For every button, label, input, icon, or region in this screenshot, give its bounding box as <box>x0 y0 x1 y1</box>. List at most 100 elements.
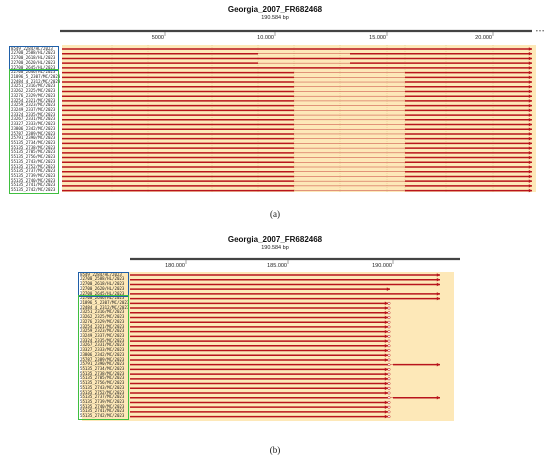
read-arrowhead <box>528 179 532 183</box>
read-label: 23259_2323/MC/2023 <box>11 102 56 108</box>
read-label: 21896_5_2307/MC/2023 <box>11 73 61 79</box>
read-end-marker <box>387 330 391 334</box>
read-label: 55135_2739/MC/2023 <box>80 399 125 405</box>
panel-b-caption: (b) <box>269 445 281 455</box>
read-label: 55135_2705/MC/2023 <box>80 375 125 381</box>
read-arrowhead <box>384 348 388 353</box>
read-end-marker <box>387 405 391 409</box>
read-arrowhead <box>528 56 532 61</box>
read-arrowhead <box>528 66 532 70</box>
read-arrowhead <box>528 122 532 127</box>
read-arrowhead <box>384 310 388 315</box>
read-arrowhead <box>436 273 440 277</box>
read-label: 55135_2752/MC/2023 <box>11 163 56 169</box>
read-label: 8549_2284/HL/2023 <box>11 45 53 51</box>
read-end-marker <box>387 339 391 343</box>
read-label: 23276_2329/MC/2023 <box>11 92 56 98</box>
panel-a-title: Georgia_2007_FR682468 <box>227 5 323 14</box>
read-label: 25787_2389/MC/2023 <box>11 130 56 136</box>
read-label: 22484_4_2312/MC/2023 <box>11 78 61 84</box>
read-label: 55135_2741/MC/2023 <box>80 408 125 414</box>
read-label: 23254_2321/MC/2023 <box>80 323 125 329</box>
read-end-marker <box>387 400 391 404</box>
read-label: 55135_2734/MC/2023 <box>80 366 125 371</box>
axis-ellipsis: • • • <box>536 29 544 35</box>
read-arrowhead <box>384 344 388 348</box>
panel-b-title: Georgia_2007_FR682468 <box>227 235 323 244</box>
read-arrowhead <box>528 75 532 80</box>
read-end-marker <box>387 316 391 319</box>
read-end-marker <box>387 363 391 367</box>
panel-a-caption: (a) <box>270 209 280 219</box>
read-arrowhead <box>528 174 532 179</box>
read-label: 23249_2337/MC/2023 <box>11 106 56 112</box>
read-arrowhead <box>384 315 388 320</box>
read-arrowhead <box>384 334 388 339</box>
read-arrowhead <box>528 103 532 108</box>
read-label: 55135_2742/MC/2023 <box>11 187 56 193</box>
read-label: 55135_2742/MC/2023 <box>80 413 125 419</box>
read-label: 23249_2337/MC/2023 <box>80 332 125 338</box>
read-label: 25791_2390/MC/2023 <box>11 135 56 141</box>
read-label: 55135_2752/MC/2023 <box>80 389 125 395</box>
read-arrowhead <box>384 391 388 395</box>
read-end-marker <box>387 306 391 310</box>
read-label: 21896_5_2307/MC/2023 <box>80 299 130 305</box>
read-arrowhead <box>384 405 388 409</box>
read-label: 23267_2331/MC/2023 <box>11 116 56 122</box>
read-label: 23262_2325/MC/2023 <box>11 88 56 94</box>
read-end-marker <box>387 353 391 357</box>
panel-a-hl-group-box <box>9 45 59 72</box>
panel-b-read-labels: 8549_2284/HL/2023 22700_2588/HL/2023 22700… <box>80 271 130 419</box>
read-label: 55135_2737/MC/2023 <box>11 168 56 174</box>
panel-b-subtitle: 190.584 bp <box>261 245 289 251</box>
read-label: 55135_2734/MC/2023 <box>11 140 56 145</box>
read-arrowhead <box>384 377 388 381</box>
read-label: 22700_2646/HL/2023 <box>80 295 125 301</box>
read-label: 22484_4_2312/MC/2023 <box>80 304 130 310</box>
read-arrowhead <box>528 188 532 193</box>
panel-a-read-labels: 8549_2284/HL/2023 22700_2588/HL/2023 22700… <box>11 45 61 193</box>
read-arrowhead <box>528 70 532 75</box>
read-arrowhead <box>528 94 532 98</box>
read-label: 55135_2756/MC/2023 <box>11 154 56 160</box>
panel-b-hl-group-box <box>78 271 129 298</box>
read-label: 22700_2645/HL/2023 <box>11 64 56 70</box>
read-arrowhead <box>528 151 532 155</box>
read-label: 55135_2741/MC/2023 <box>11 182 56 188</box>
read-label: 23276_2329/MC/2023 <box>80 318 125 324</box>
read-label: 8549_2284/HL/2023 <box>80 271 122 277</box>
axis-tick-label: 5000 <box>152 35 164 41</box>
read-arrowhead <box>528 89 532 94</box>
read-arrowhead <box>384 353 388 358</box>
read-arrowhead <box>384 410 388 414</box>
read-arrowhead <box>384 306 388 310</box>
read-label: 55135_2739/MC/2023 <box>11 173 56 179</box>
read-label: 23251_2316/MC/2023 <box>80 309 125 315</box>
read-end-marker <box>387 311 391 315</box>
read-label: 22700_2620/HL/2023 <box>80 285 125 291</box>
read-label: 55135_2740/MC/2023 <box>11 177 56 183</box>
read-arrowhead <box>528 160 532 165</box>
read-label: 22700_2620/HL/2023 <box>11 59 56 65</box>
read-arrowhead <box>384 358 388 362</box>
read-end-marker <box>387 325 391 329</box>
axis-tick-label: 190.000 <box>372 263 392 269</box>
read-arrowhead <box>528 169 532 174</box>
read-end-marker <box>387 344 391 348</box>
read-end-marker <box>387 372 391 376</box>
panel-b-mc-group-box <box>78 295 129 420</box>
read-arrowhead <box>528 155 532 160</box>
read-end-marker <box>387 377 391 381</box>
read-label: 22700_2588/HL/2023 <box>80 276 125 282</box>
read-arrowhead <box>528 136 532 141</box>
read-end-marker <box>387 415 391 419</box>
read-label: 22700_2645/HL/2023 <box>80 290 125 296</box>
read-label: 55135_2738/MC/2023 <box>80 370 125 376</box>
read-arrowhead <box>436 362 440 367</box>
read-arrowhead <box>528 99 532 103</box>
read-label: 55135_2756/MC/2023 <box>80 380 125 386</box>
read-end-marker <box>387 382 391 386</box>
read-arrowhead <box>528 61 532 65</box>
